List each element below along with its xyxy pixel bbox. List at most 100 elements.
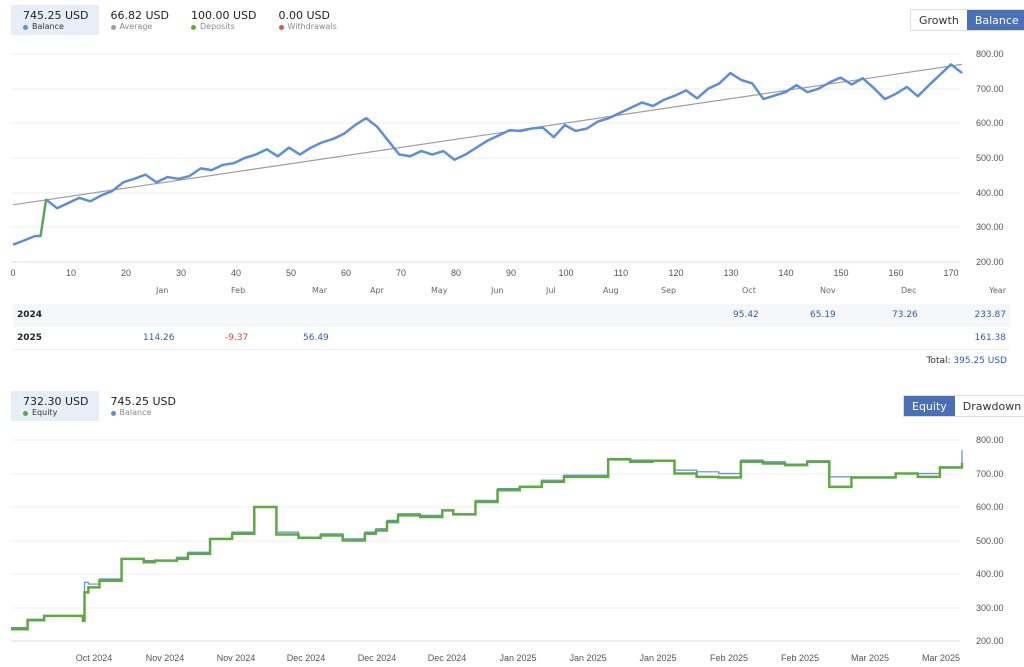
balance-line	[12, 63, 963, 246]
equity-chart-grid	[11, 439, 960, 642]
col-jan: Jan	[156, 286, 169, 295]
stat-balance-2[interactable]: 745.25 USD Balance	[99, 391, 187, 421]
stat-withdrawals[interactable]: 0.00 USD Withdrawals	[267, 5, 347, 35]
stat-deposits-value: 100.00 USD	[191, 9, 257, 22]
svg-text:110: 110	[614, 268, 628, 278]
equity-y-axis: 800.00 700.00 600.00 500.00 400.00 300.0…	[976, 435, 1004, 646]
balance-dot-icon	[23, 24, 28, 30]
stat-withdrawals-label: Withdrawals	[287, 22, 337, 31]
col-mar: Mar	[312, 286, 328, 295]
stat-balance-label: Balance	[32, 22, 64, 31]
col-feb: Feb	[231, 286, 246, 295]
svg-text:100: 100	[558, 268, 573, 278]
svg-text:60: 60	[341, 268, 351, 278]
monthly-returns-table: Jan Feb Mar Apr May Jun Jul Aug Sep Oct …	[13, 281, 1010, 350]
total-label: Total:	[926, 356, 951, 366]
col-sep: Sep	[661, 286, 677, 295]
table-row-2024: 2024 95.42 65.19 73.26 233.87	[13, 304, 1010, 327]
col-year: Year	[989, 286, 1006, 295]
svg-text:Jan 2025: Jan 2025	[569, 653, 606, 663]
stat-average-value: 66.82 USD	[110, 9, 170, 22]
cell-year-total: 161.38	[974, 333, 1007, 343]
equity-stats: 732.30 USD Equity 745.25 USD Balance	[11, 391, 186, 421]
cell-jan: 114.26	[143, 333, 175, 343]
balance-x-axis: 0 10 20 30 40 50 60 70 80 90 100 110 120…	[10, 268, 958, 278]
stat-deposits-label: Deposits	[200, 22, 235, 31]
trend-line	[12, 63, 963, 206]
deposit-line	[39, 199, 48, 237]
svg-text:600.00: 600.00	[976, 118, 1004, 128]
svg-text:Nov 2024: Nov 2024	[217, 653, 256, 663]
deposits-dot-icon	[191, 24, 196, 30]
balance-chart[interactable]: 800.00 700.00 600.00 500.00 400.00 300.0…	[0, 0, 1024, 300]
svg-text:500.00: 500.00	[976, 536, 1004, 546]
col-nov: Nov	[820, 286, 836, 295]
equity-balance-line	[11, 450, 963, 629]
stat-withdrawals-value: 0.00 USD	[278, 9, 331, 22]
table-header: Jan Feb Mar Apr May Jun Jul Aug Sep Oct …	[13, 281, 1010, 304]
svg-text:90: 90	[506, 268, 516, 278]
svg-text:Dec 2024: Dec 2024	[287, 653, 326, 663]
equity-dot-icon	[23, 410, 28, 416]
row-year: 2024	[17, 310, 43, 320]
svg-text:Feb 2025: Feb 2025	[710, 653, 748, 663]
svg-text:200.00: 200.00	[976, 257, 1004, 267]
col-oct: Oct	[742, 286, 756, 295]
svg-text:120: 120	[668, 268, 683, 278]
col-dec: Dec	[901, 286, 917, 295]
svg-text:Mar 2025: Mar 2025	[922, 653, 960, 663]
growth-balance-toggle: Growth Balance	[910, 9, 1024, 31]
stat-equity[interactable]: 732.30 USD Equity	[11, 391, 99, 421]
balance-stats: 745.25 USD Balance 66.82 USD Average 100…	[11, 5, 347, 35]
svg-text:170: 170	[943, 268, 958, 278]
svg-text:700.00: 700.00	[976, 84, 1004, 94]
withdrawals-dot-icon	[278, 24, 284, 30]
svg-text:20: 20	[121, 268, 131, 278]
svg-text:140: 140	[778, 268, 793, 278]
svg-text:80: 80	[451, 268, 461, 278]
balance-2-dot-icon	[110, 410, 116, 416]
stat-balance-2-label: Balance	[119, 408, 152, 417]
col-aug: Aug	[603, 286, 619, 295]
svg-text:Mar 2025: Mar 2025	[851, 653, 889, 663]
svg-text:160: 160	[888, 268, 903, 278]
svg-text:800.00: 800.00	[976, 435, 1004, 445]
equity-x-axis: Oct 2024 Nov 2024 Nov 2024 Dec 2024 Dec …	[76, 653, 960, 663]
equity-line	[11, 458, 964, 631]
svg-text:Jan 2025: Jan 2025	[499, 653, 536, 663]
cell-nov: 65.19	[810, 310, 836, 320]
svg-text:400.00: 400.00	[976, 569, 1004, 579]
stat-average-label: Average	[119, 22, 153, 31]
balance-y-axis: 800.00 700.00 600.00 500.00 400.00 300.0…	[976, 49, 1004, 267]
cell-year-total: 233.87	[974, 310, 1007, 320]
stat-balance-2-value: 745.25 USD	[110, 395, 177, 408]
balance-button[interactable]: Balance	[966, 10, 1024, 30]
svg-text:130: 130	[723, 268, 738, 278]
svg-text:Nov 2024: Nov 2024	[146, 653, 185, 663]
svg-text:200.00: 200.00	[976, 636, 1004, 646]
stat-balance-value: 745.25 USD	[23, 9, 89, 22]
svg-text:Dec 2024: Dec 2024	[358, 653, 397, 663]
cell-oct: 95.42	[733, 310, 759, 320]
svg-text:Oct 2024: Oct 2024	[76, 653, 113, 663]
average-dot-icon	[110, 24, 116, 30]
equity-button[interactable]: Equity	[904, 396, 955, 416]
svg-text:700.00: 700.00	[976, 469, 1004, 479]
svg-text:Dec 2024: Dec 2024	[428, 653, 467, 663]
stat-equity-value: 732.30 USD	[23, 395, 89, 408]
stat-balance[interactable]: 745.25 USD Balance	[11, 5, 99, 35]
svg-text:400.00: 400.00	[976, 188, 1004, 198]
svg-text:600.00: 600.00	[976, 502, 1004, 512]
stat-equity-label: Equity	[32, 408, 58, 417]
drawdown-button[interactable]: Drawdown	[954, 396, 1024, 416]
svg-text:800.00: 800.00	[976, 49, 1004, 59]
col-may: May	[431, 286, 448, 295]
total-value: 395.25 USD	[953, 356, 1007, 366]
stat-average[interactable]: 66.82 USD Average	[99, 5, 180, 35]
svg-text:70: 70	[396, 268, 406, 278]
table-row-2025: 2025 114.26 -9.37 56.49 161.38	[13, 327, 1010, 350]
col-jul: Jul	[546, 286, 556, 295]
row-year: 2025	[17, 333, 43, 343]
stat-deposits[interactable]: 100.00 USD Deposits	[179, 5, 267, 35]
growth-button[interactable]: Growth	[911, 10, 967, 30]
